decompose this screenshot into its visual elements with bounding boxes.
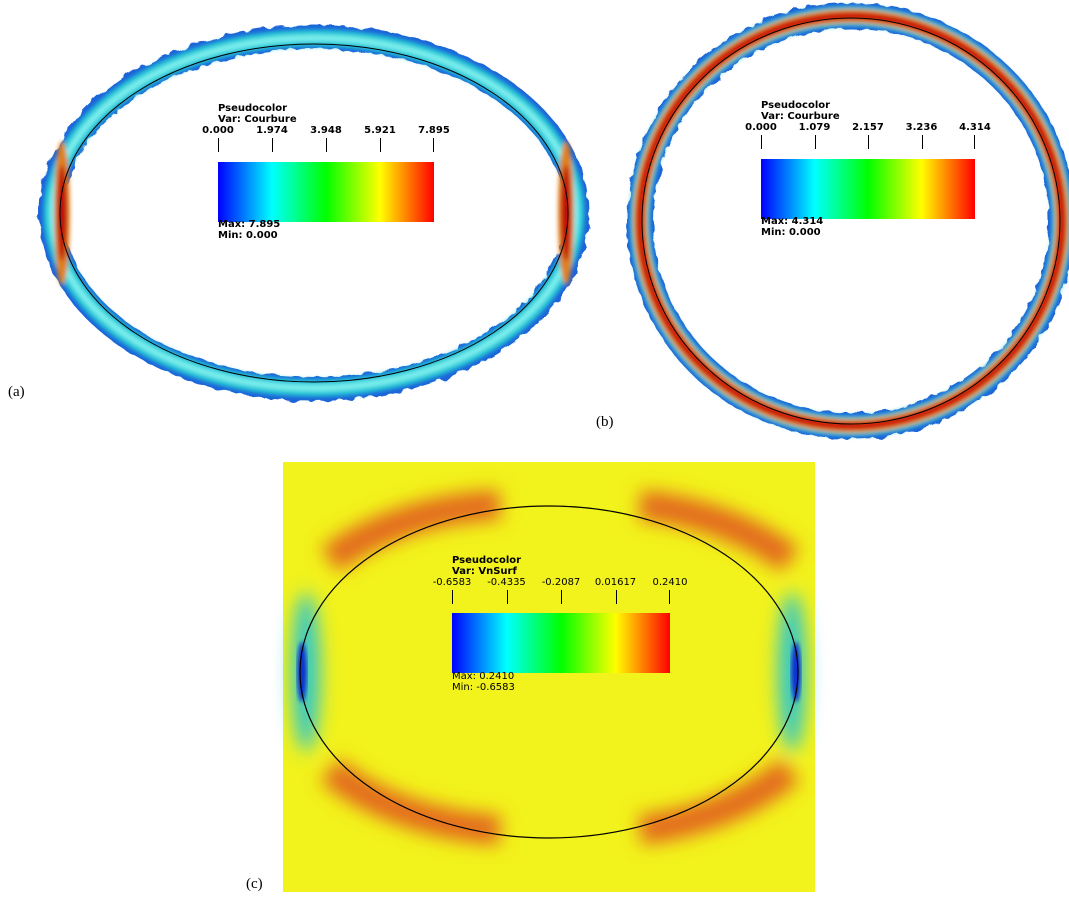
- legend-b-var: Var: Courbure: [761, 111, 840, 122]
- panel-a-curvature-ring: [39, 25, 589, 401]
- panel-label-c: (c): [246, 876, 263, 892]
- legend-b-tick: 3.236: [905, 122, 938, 133]
- legend-c-tick: 0.2410: [652, 577, 688, 588]
- legend-c-title: Pseudocolor: [452, 555, 522, 566]
- legend-c-tick: -0.6583: [432, 577, 472, 588]
- legend-c-min: Min: -0.6583: [452, 682, 515, 693]
- panel-c-interface-curve: [299, 505, 799, 839]
- panel-b-curvature-ring: [627, 3, 1069, 439]
- legend-c-tick: 0.01617: [594, 577, 637, 588]
- legend-b-tick: 0.000: [745, 122, 777, 133]
- legend-c-tick: -0.4335: [487, 577, 526, 588]
- legend-b-tick: 1.079: [798, 122, 831, 133]
- legend-a-tick: 0.000: [202, 125, 234, 136]
- legend-a-max: Max: 7.895: [218, 219, 281, 230]
- legend-a-var: Var: Courbure: [218, 114, 297, 125]
- legend-b-tick: 4.314: [959, 122, 991, 133]
- legend-b-title: Pseudocolor: [761, 100, 831, 111]
- legend-c-tick: -0.2087: [541, 577, 581, 588]
- legend-b-tick: 2.157: [852, 122, 884, 133]
- legend-a-min: Min: 0.000: [218, 230, 278, 241]
- legend-a-ticks: 0.000 1.974 3.948 5.921 7.895: [202, 125, 450, 153]
- legend-b-ticks: 0.000 1.079 2.157 3.236 4.314: [745, 122, 991, 150]
- legend-a-tick: 1.974: [256, 125, 288, 136]
- legend-b-colorbar: [761, 159, 975, 219]
- legend-b: Pseudocolor Var: Courbure 0.000 1.079 2.…: [745, 100, 991, 238]
- legend-a-tick: 7.895: [418, 125, 450, 136]
- legend-c-var: Var: VnSurf: [452, 566, 517, 577]
- legend-b-max: Max: 4.314: [761, 216, 824, 227]
- legend-a-colorbar: [218, 162, 434, 222]
- panel-label-b: (b): [596, 414, 614, 430]
- legend-c-max: Max: 0.2410: [452, 671, 515, 682]
- panel-c-velocity-field: [283, 462, 815, 892]
- legend-c: Pseudocolor Var: VnSurf -0.6583 -0.4335 …: [433, 555, 688, 693]
- legend-a: Pseudocolor Var: Courbure 0.000 1.974 3.…: [202, 103, 450, 241]
- panel-label-a: (a): [8, 384, 25, 400]
- legend-c-colorbar: [452, 613, 670, 673]
- legend-a-tick: 3.948: [310, 125, 342, 136]
- panel-a-interface-curve: [59, 43, 569, 383]
- legend-a-tick: 5.921: [364, 125, 396, 136]
- panel-b-interface-curve: [641, 17, 1061, 425]
- legend-a-title: Pseudocolor: [218, 103, 288, 114]
- legend-b-min: Min: 0.000: [761, 227, 821, 238]
- legend-c-ticks: -0.6583 -0.4335 -0.2087 0.01617 0.2410: [433, 577, 688, 605]
